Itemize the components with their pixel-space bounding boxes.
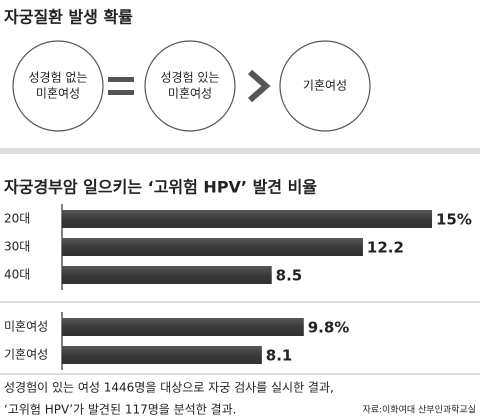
bar-shade	[62, 266, 272, 284]
bar-shade	[62, 318, 304, 336]
node-circle	[279, 40, 371, 132]
bar-shade	[62, 346, 262, 364]
category-label: 미혼여성	[4, 320, 48, 334]
category-label: 40대	[4, 268, 30, 282]
value-label: 12.2	[367, 239, 404, 257]
source: 자료:이화여대 산부인과학교실	[362, 404, 476, 416]
bar-shade	[62, 210, 432, 228]
category-label: 기혼여성	[4, 348, 48, 362]
diagram-title: 자궁질환 발생 확률	[4, 8, 133, 27]
node-label: 성경험 있는	[160, 71, 219, 85]
category-label: 20대	[4, 212, 30, 226]
chart-title: 자궁경부암 일으키는 ‘고위험 HPV’ 발견 비율	[4, 178, 317, 197]
category-label: 30대	[4, 240, 30, 254]
greater-than-sign	[248, 69, 271, 103]
equals-sign	[108, 90, 134, 95]
footnote: 성경험이 있는 여성 1446명을 대상으로 자궁 검사를 실시한 결과,	[4, 381, 334, 395]
node-label: 기혼여성	[303, 79, 347, 93]
diagram	[12, 40, 371, 132]
footnote: ‘고위험 HPV’가 발견된 117명을 분석한 결과.	[4, 403, 236, 417]
bar-shade	[62, 238, 363, 256]
divider	[0, 148, 480, 154]
node-label: 미혼여성	[36, 87, 80, 101]
node-circle	[144, 40, 236, 132]
value-label: 9.8%	[308, 319, 350, 337]
value-label: 8.1	[266, 347, 293, 365]
node-label: 성경험 없는	[28, 71, 87, 85]
node-circle	[12, 40, 104, 132]
node-label: 미혼여성	[168, 87, 212, 101]
value-label: 15%	[436, 211, 472, 229]
equals-sign	[108, 77, 134, 82]
value-label: 8.5	[276, 267, 303, 285]
